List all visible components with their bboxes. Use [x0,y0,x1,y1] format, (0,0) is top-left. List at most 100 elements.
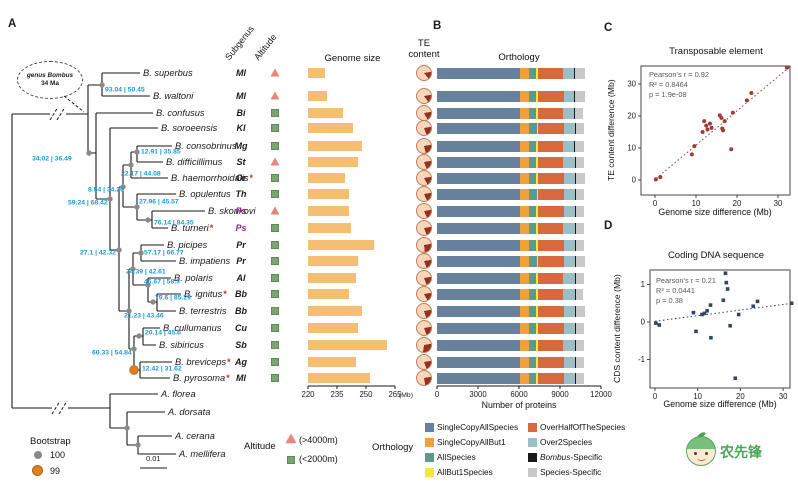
scale-bar-label: 0.01 [146,454,161,463]
scatter-te-data-point [653,177,658,182]
orthology-legend-item: SingleCopyAllSpecies [425,422,518,432]
bootstrap-100-node-dot [138,250,144,256]
orthology-segment-3 [529,189,537,200]
orthology-segment-8 [575,340,585,351]
genome-size-bar [308,357,357,367]
orthology-segment-6 [563,68,575,79]
subgenus-label: Pr [236,240,246,250]
orthology-axis-title: Number of proteins [482,400,557,410]
orthology-segment-1 [437,223,520,234]
callout-line2: 34 Ma [41,80,59,87]
te-content-pie [416,186,432,202]
orthology-segment-3 [528,173,537,184]
orthology-segment-2 [520,206,529,217]
genome-size-bar [308,306,363,316]
genome-size-bar [308,373,370,383]
genome-size-bar [308,256,359,266]
orthology-title: Orthology [498,52,540,63]
orthology-segment-6 [563,289,575,300]
te-content-pie [416,88,432,104]
callout-line1: genus Bombus [26,72,74,79]
orthology-segment-2 [519,141,529,152]
orthology-segment-8 [575,157,585,168]
orthology-segment-3 [529,68,537,79]
bootstrap-100-node-dot [150,299,156,305]
node-support-label: 34.02 | 36.49 [32,155,72,163]
node-support-label: 45.67 | 58.3 [144,278,180,286]
bootstrap-100-node-dot [134,204,140,210]
orthology-axis-tick-label: 3000 [469,390,487,399]
scatter-cds-trend-line [654,303,790,322]
orthology-segment-7 [574,91,576,102]
orthology-segment-2 [520,357,530,368]
orthology-segment-8 [575,141,585,152]
orthology-segment-4 [536,373,538,384]
orthology-segment-7 [575,306,577,317]
species-name: B. cullumanus [163,323,222,333]
scatter-cds-data-point [657,323,662,327]
orthology-segment-8 [575,189,584,200]
orthology-axis-tick-label: 0 [435,390,440,399]
genome-axis-tick-label: 220 [301,390,315,399]
orthology-segment-6 [563,256,575,267]
orthology-segment-7 [574,273,576,284]
orthology-stacked-bar [437,357,584,368]
watermark-text: 农先锋 [720,444,762,460]
panel-b-label: B [433,20,442,32]
orthology-segment-8 [575,91,585,102]
scatter-te-data-point [721,128,726,133]
bootstrap-100-dot-icon [34,451,42,459]
orthology-segment-4 [536,306,538,317]
legend-item-label: AllBut1Species [437,467,493,477]
scatter-cds-data-point [728,323,732,328]
scatter-cds-data-point [721,298,726,303]
orthology-segment-6 [563,206,575,217]
orthology-segment-3 [528,373,537,384]
orthology-segment-2 [520,306,530,317]
mascot-icon [686,431,716,466]
bootstrap-100-node-dot [120,184,126,190]
genome-size-bar [308,340,388,350]
legend-label-rest: AllSpecies [437,452,476,462]
te-content-pie [416,237,432,253]
scatter-cds-ytick-label: 0 [641,318,646,327]
orthology-segment-3 [528,141,537,152]
te-content-pie [416,154,432,170]
species-name: B. superbus [143,68,193,78]
orthology-segment-2 [520,289,530,300]
species-name: B. impatiens [179,256,231,266]
scatter-cds-xtick-label: 10 [693,392,702,401]
orthology-segment-1 [437,323,520,334]
orthology-segment-8 [575,223,584,234]
orthology-stacked-bar [437,91,585,102]
orthology-stacked-bar [437,240,584,251]
species-label: B. difficillimus [166,157,222,167]
te-content-pie [416,170,432,186]
orthology-stacked-bar [437,273,584,284]
altitude-high-triangle-icon [286,434,296,443]
scatter-te-xtick-label: 20 [733,199,742,208]
legend-item-label: Species-Specific [540,467,601,477]
orthology-segment-6 [563,273,575,284]
orthology-segment-5 [537,108,564,119]
bootstrap-100-node-dot [99,82,105,88]
orthology-segment-2 [520,123,530,134]
legend-swatch-icon [528,452,537,462]
legend-swatch-icon [528,467,537,477]
bootstrap-99-dot-icon [32,465,43,476]
scatter-te-data-point [705,127,710,132]
scatter-cds-data-point [694,329,698,334]
orthology-segment-4 [536,289,538,300]
orthology-segment-8 [575,123,585,134]
legend-swatch-icon [528,422,537,432]
species-name: B. confusus [156,108,205,118]
altitude-low-square-icon [271,174,279,182]
watermark: 农先锋 [686,426,796,480]
species-name: B. breviceps [175,357,227,367]
mascot-smile [697,455,706,461]
species-label: B. breviceps* [175,357,231,367]
species-name: B. consobrinus [175,141,237,151]
bootstrap-legend-title: Bootstrap [30,436,71,447]
orthology-segment-3 [528,273,537,284]
